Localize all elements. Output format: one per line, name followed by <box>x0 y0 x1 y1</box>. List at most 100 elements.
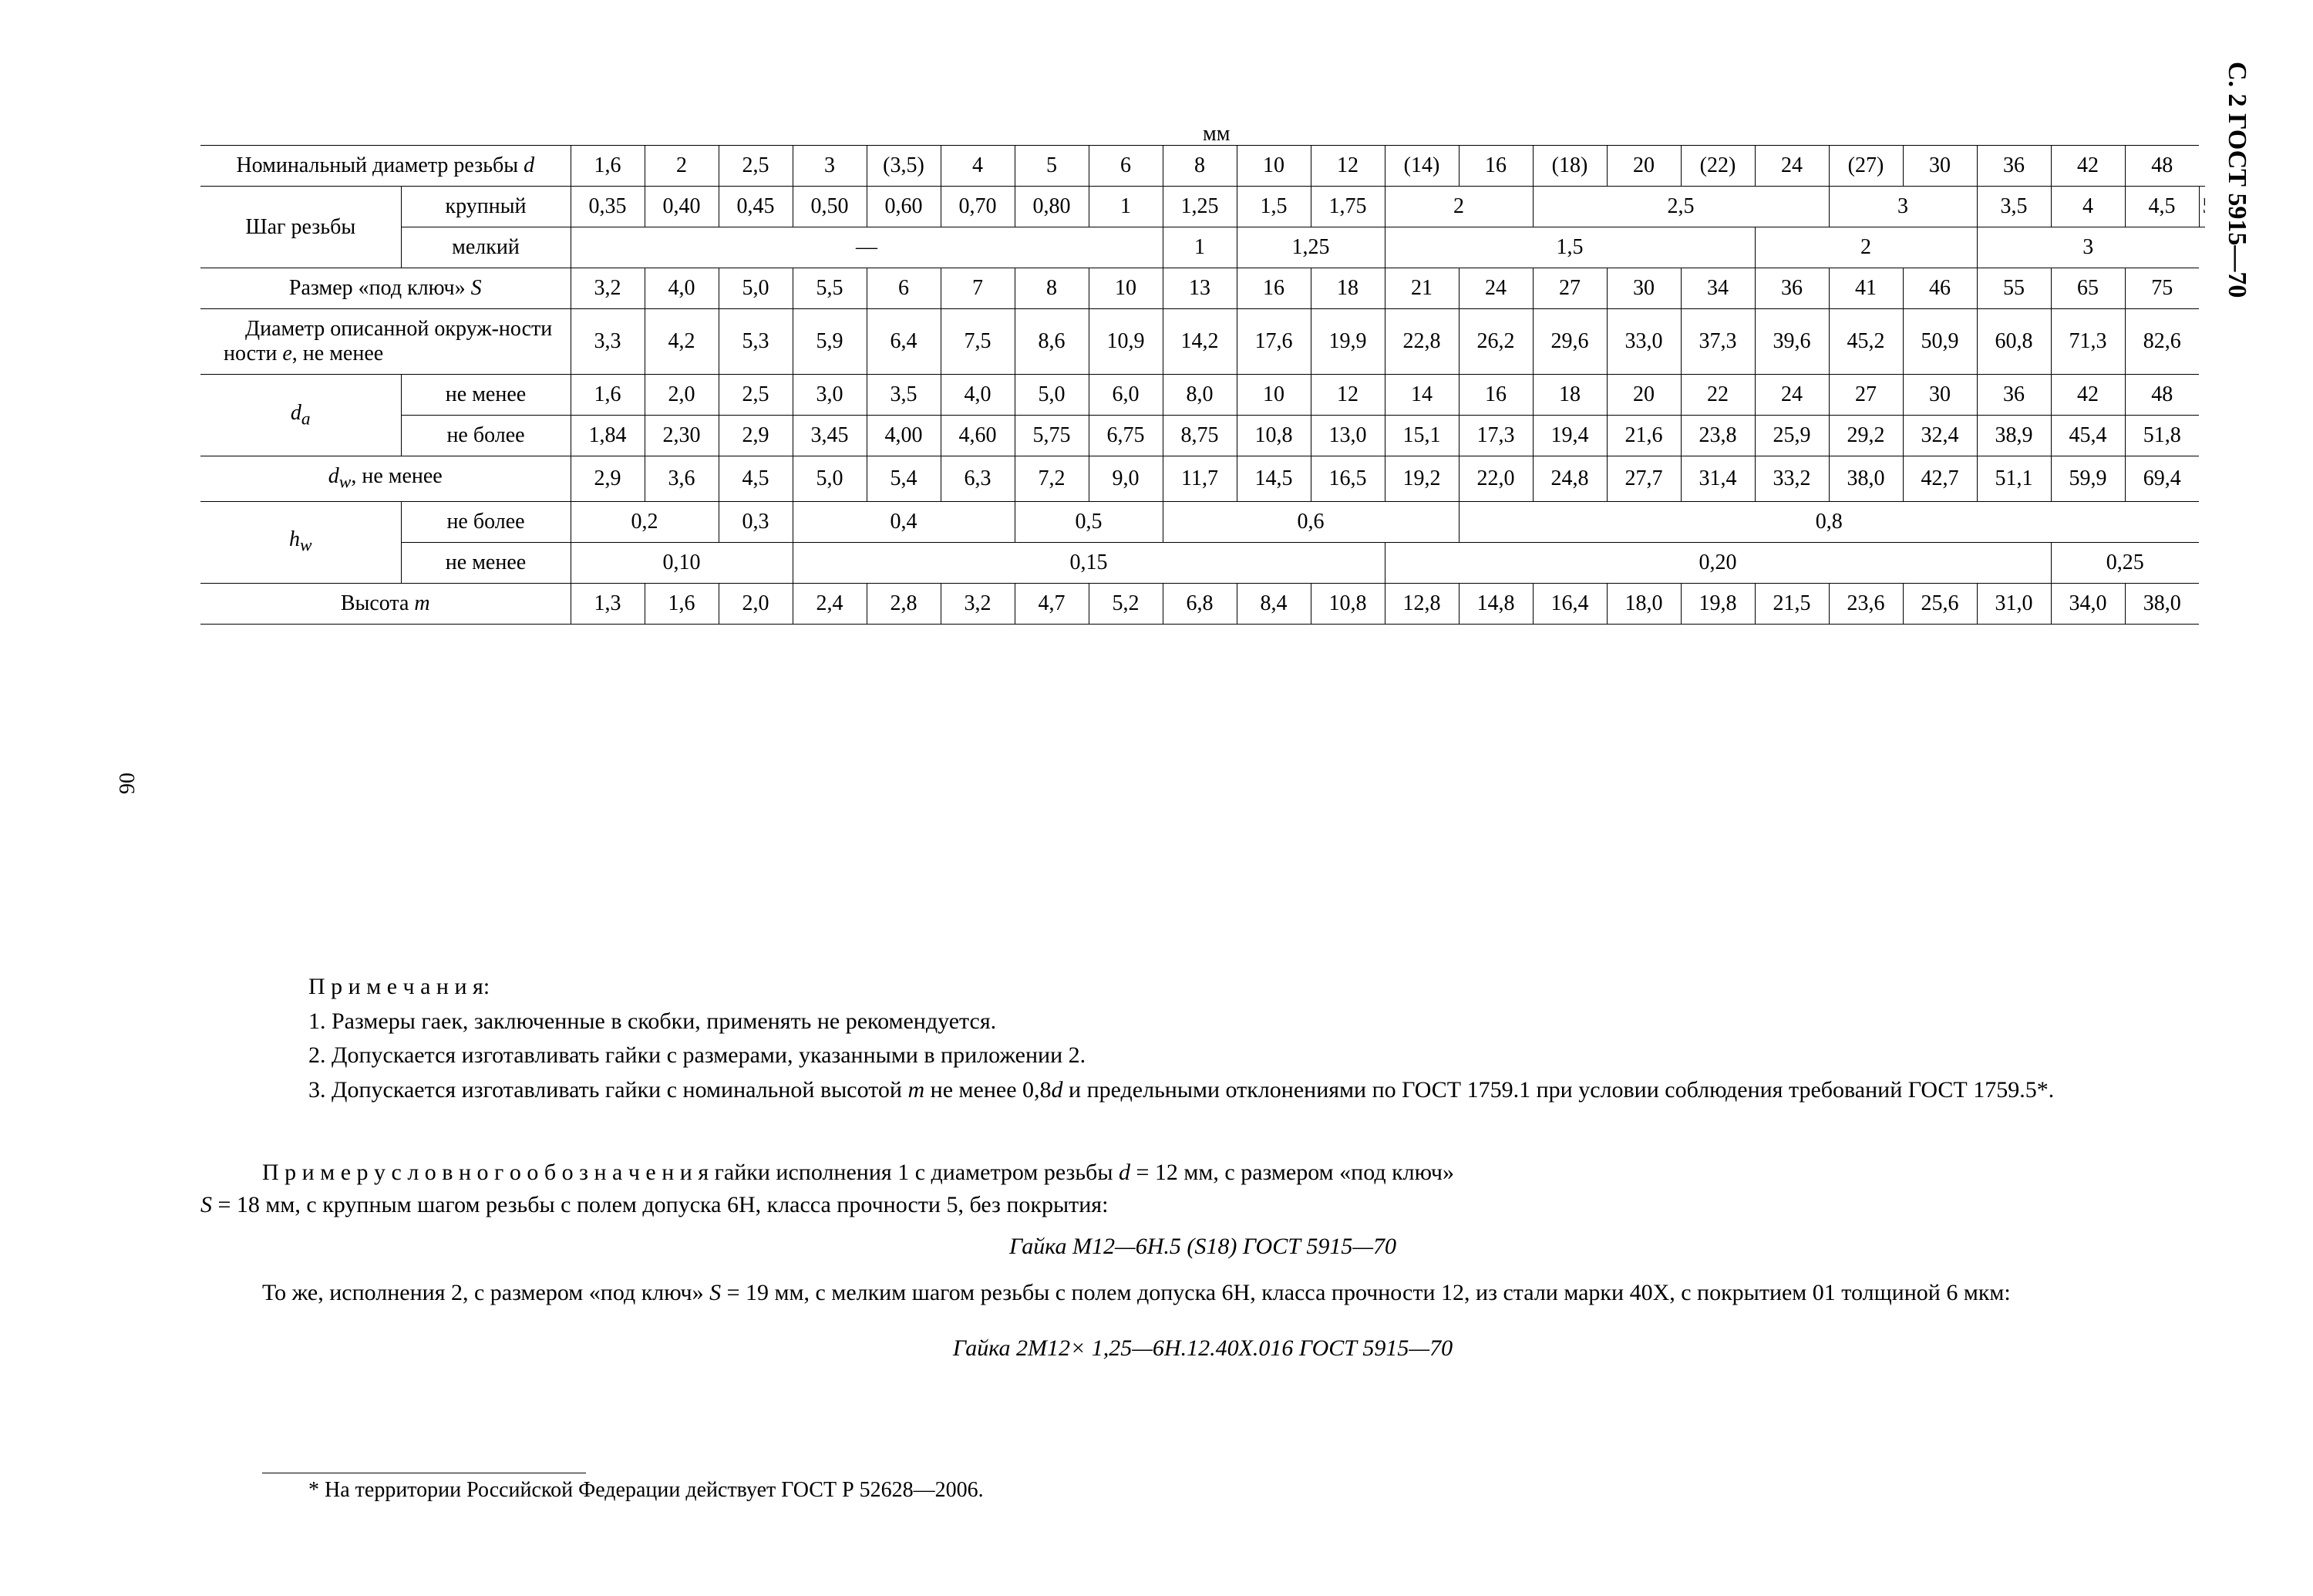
s-val: 55 <box>1977 268 2051 309</box>
da-min-val: 27 <box>1829 375 1903 416</box>
m-val: 19,8 <box>1681 583 1755 624</box>
m-val: 10,8 <box>1311 583 1385 624</box>
d-val: 5 <box>1015 146 1089 187</box>
example-line-2: То же, исполнения 2, с размером «под клю… <box>200 1277 2205 1309</box>
da-max-val: 8,75 <box>1163 416 1237 456</box>
m-val: 31,0 <box>1977 583 2051 624</box>
e-val: 60,8 <box>1977 309 2051 375</box>
m-val: 21,5 <box>1755 583 1829 624</box>
da-min-val: 2,5 <box>719 375 793 416</box>
fine-val: 1 <box>1163 227 1237 268</box>
d-val: (22) <box>1681 146 1755 187</box>
row-label-s: Размер «под ключ» S <box>200 268 571 309</box>
e-val: 82,6 <box>2125 309 2199 375</box>
e-val: 22,8 <box>1385 309 1459 375</box>
m-val: 38,0 <box>2125 583 2199 624</box>
da-max-val: 10,8 <box>1237 416 1311 456</box>
hw-max-val: 0,5 <box>1015 501 1163 542</box>
da-min-val: 16 <box>1459 375 1533 416</box>
s-val: 30 <box>1607 268 1681 309</box>
m-val: 3,2 <box>941 583 1015 624</box>
da-min-val: 5,0 <box>1015 375 1089 416</box>
row-label-d: Номинальный диаметр резьбы d <box>200 146 571 187</box>
hw-max-val: 0,6 <box>1163 501 1459 542</box>
s-val: 24 <box>1459 268 1533 309</box>
fine-val: 2 <box>1755 227 1977 268</box>
d-val: 42 <box>2051 146 2125 187</box>
e-val: 4,2 <box>645 309 719 375</box>
s-val: 46 <box>1903 268 1977 309</box>
hw-max-val: 0,3 <box>719 501 793 542</box>
e-val: 71,3 <box>2051 309 2125 375</box>
e-val: 5,3 <box>719 309 793 375</box>
e-val: 10,9 <box>1089 309 1163 375</box>
da-max-val: 45,4 <box>2051 416 2125 456</box>
fine-val: 3 <box>1977 227 2199 268</box>
s-val: 10 <box>1089 268 1163 309</box>
dw-val: 6,3 <box>941 456 1015 502</box>
da-max-val: 32,4 <box>1903 416 1977 456</box>
example-code-1: Гайка М12—6Н.5 (S18) ГОСТ 5915—70 <box>200 1231 2205 1263</box>
hw-min-label: не менее <box>401 542 571 583</box>
m-val: 1,6 <box>645 583 719 624</box>
da-min-val: 3,5 <box>867 375 941 416</box>
d-val: 2,5 <box>719 146 793 187</box>
coarse-val: 5 <box>2199 187 2205 227</box>
dw-val: 51,1 <box>1977 456 2051 502</box>
coarse-val: 0,40 <box>645 187 719 227</box>
m-val: 5,2 <box>1089 583 1163 624</box>
dw-val: 19,2 <box>1385 456 1459 502</box>
da-min-val: 42 <box>2051 375 2125 416</box>
d-val: 30 <box>1903 146 1977 187</box>
da-max-val: 17,3 <box>1459 416 1533 456</box>
s-val: 16 <box>1237 268 1311 309</box>
da-max-val: 51,8 <box>2125 416 2199 456</box>
da-min-val: 10 <box>1237 375 1311 416</box>
da-min-val: 12 <box>1311 375 1385 416</box>
m-val: 6,8 <box>1163 583 1237 624</box>
coarse-val: 1,75 <box>1311 187 1385 227</box>
d-val: 2 <box>645 146 719 187</box>
dw-val: 4,5 <box>719 456 793 502</box>
hw-min-val: 0,10 <box>571 542 793 583</box>
designation-example: П р и м е р у с л о в н о г о о б о з н … <box>200 1157 2205 1365</box>
da-min-val: 4,0 <box>941 375 1015 416</box>
coarse-val: 0,80 <box>1015 187 1089 227</box>
m-val: 14,8 <box>1459 583 1533 624</box>
s-val: 18 <box>1311 268 1385 309</box>
da-max-val: 15,1 <box>1385 416 1459 456</box>
coarse-val: 1,5 <box>1237 187 1311 227</box>
hw-max-val: 0,4 <box>793 501 1015 542</box>
dw-val: 69,4 <box>2125 456 2199 502</box>
hw-max-val: 0,8 <box>1459 501 2199 542</box>
e-val: 6,4 <box>867 309 941 375</box>
m-val: 4,7 <box>1015 583 1089 624</box>
dw-val: 22,0 <box>1459 456 1533 502</box>
hw-max-label: не более <box>401 501 571 542</box>
row-label-da: da <box>200 375 401 456</box>
da-max-val: 13,0 <box>1311 416 1385 456</box>
footnote: * На территории Российской Федерации дей… <box>262 1473 2205 1503</box>
da-max-val: 3,45 <box>793 416 867 456</box>
da-max-val: 5,75 <box>1015 416 1089 456</box>
dw-val: 7,2 <box>1015 456 1089 502</box>
e-val: 37,3 <box>1681 309 1755 375</box>
da-min-val: 20 <box>1607 375 1681 416</box>
note-2: 2. Допускается изготавливать гайки с раз… <box>262 1040 2205 1072</box>
m-val: 23,6 <box>1829 583 1903 624</box>
da-min-val: 18 <box>1533 375 1607 416</box>
dw-val: 24,8 <box>1533 456 1607 502</box>
m-val: 2,4 <box>793 583 867 624</box>
s-val: 34 <box>1681 268 1755 309</box>
m-val: 12,8 <box>1385 583 1459 624</box>
pitch-fine-label: мелкий <box>401 227 571 268</box>
da-max-val: 25,9 <box>1755 416 1829 456</box>
s-val: 41 <box>1829 268 1903 309</box>
page: С. 2 ГОСТ 5915—70 90 мм Номинальный диам… <box>0 0 2313 1596</box>
da-max-val: 2,30 <box>645 416 719 456</box>
da-min-val: 30 <box>1903 375 1977 416</box>
da-max-val: 23,8 <box>1681 416 1755 456</box>
hw-min-val: 0,25 <box>2051 542 2199 583</box>
e-val: 7,5 <box>941 309 1015 375</box>
coarse-val: 1,25 <box>1163 187 1237 227</box>
